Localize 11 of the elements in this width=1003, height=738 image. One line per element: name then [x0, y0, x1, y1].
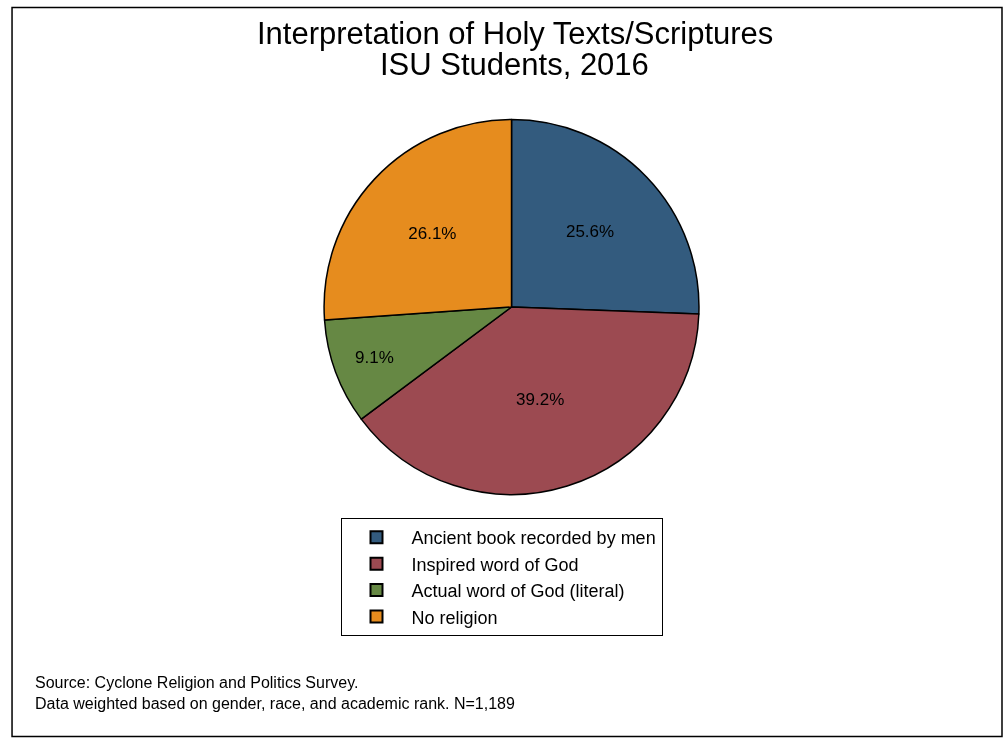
legend-label: Ancient book recorded by men — [411, 528, 656, 549]
chart-title: Interpretation of Holy Texts/Scriptures — [257, 16, 774, 51]
data-label: 9.1% — [355, 348, 394, 368]
data-label: 39.2% — [516, 389, 565, 409]
data-label: 26.1% — [408, 223, 457, 243]
data-label: 25.6% — [565, 221, 615, 241]
legend-label: No religion — [411, 607, 498, 628]
legend-label: Inspired word of God — [411, 554, 579, 575]
source-note: Source: Cyclone Religion and Politics Survey. — [35, 674, 359, 691]
text: Data weighted based on gender, race, and academic rank. N=1,189 — [35, 695, 515, 712]
legend-label: Actual word of God (literal) — [411, 581, 625, 602]
